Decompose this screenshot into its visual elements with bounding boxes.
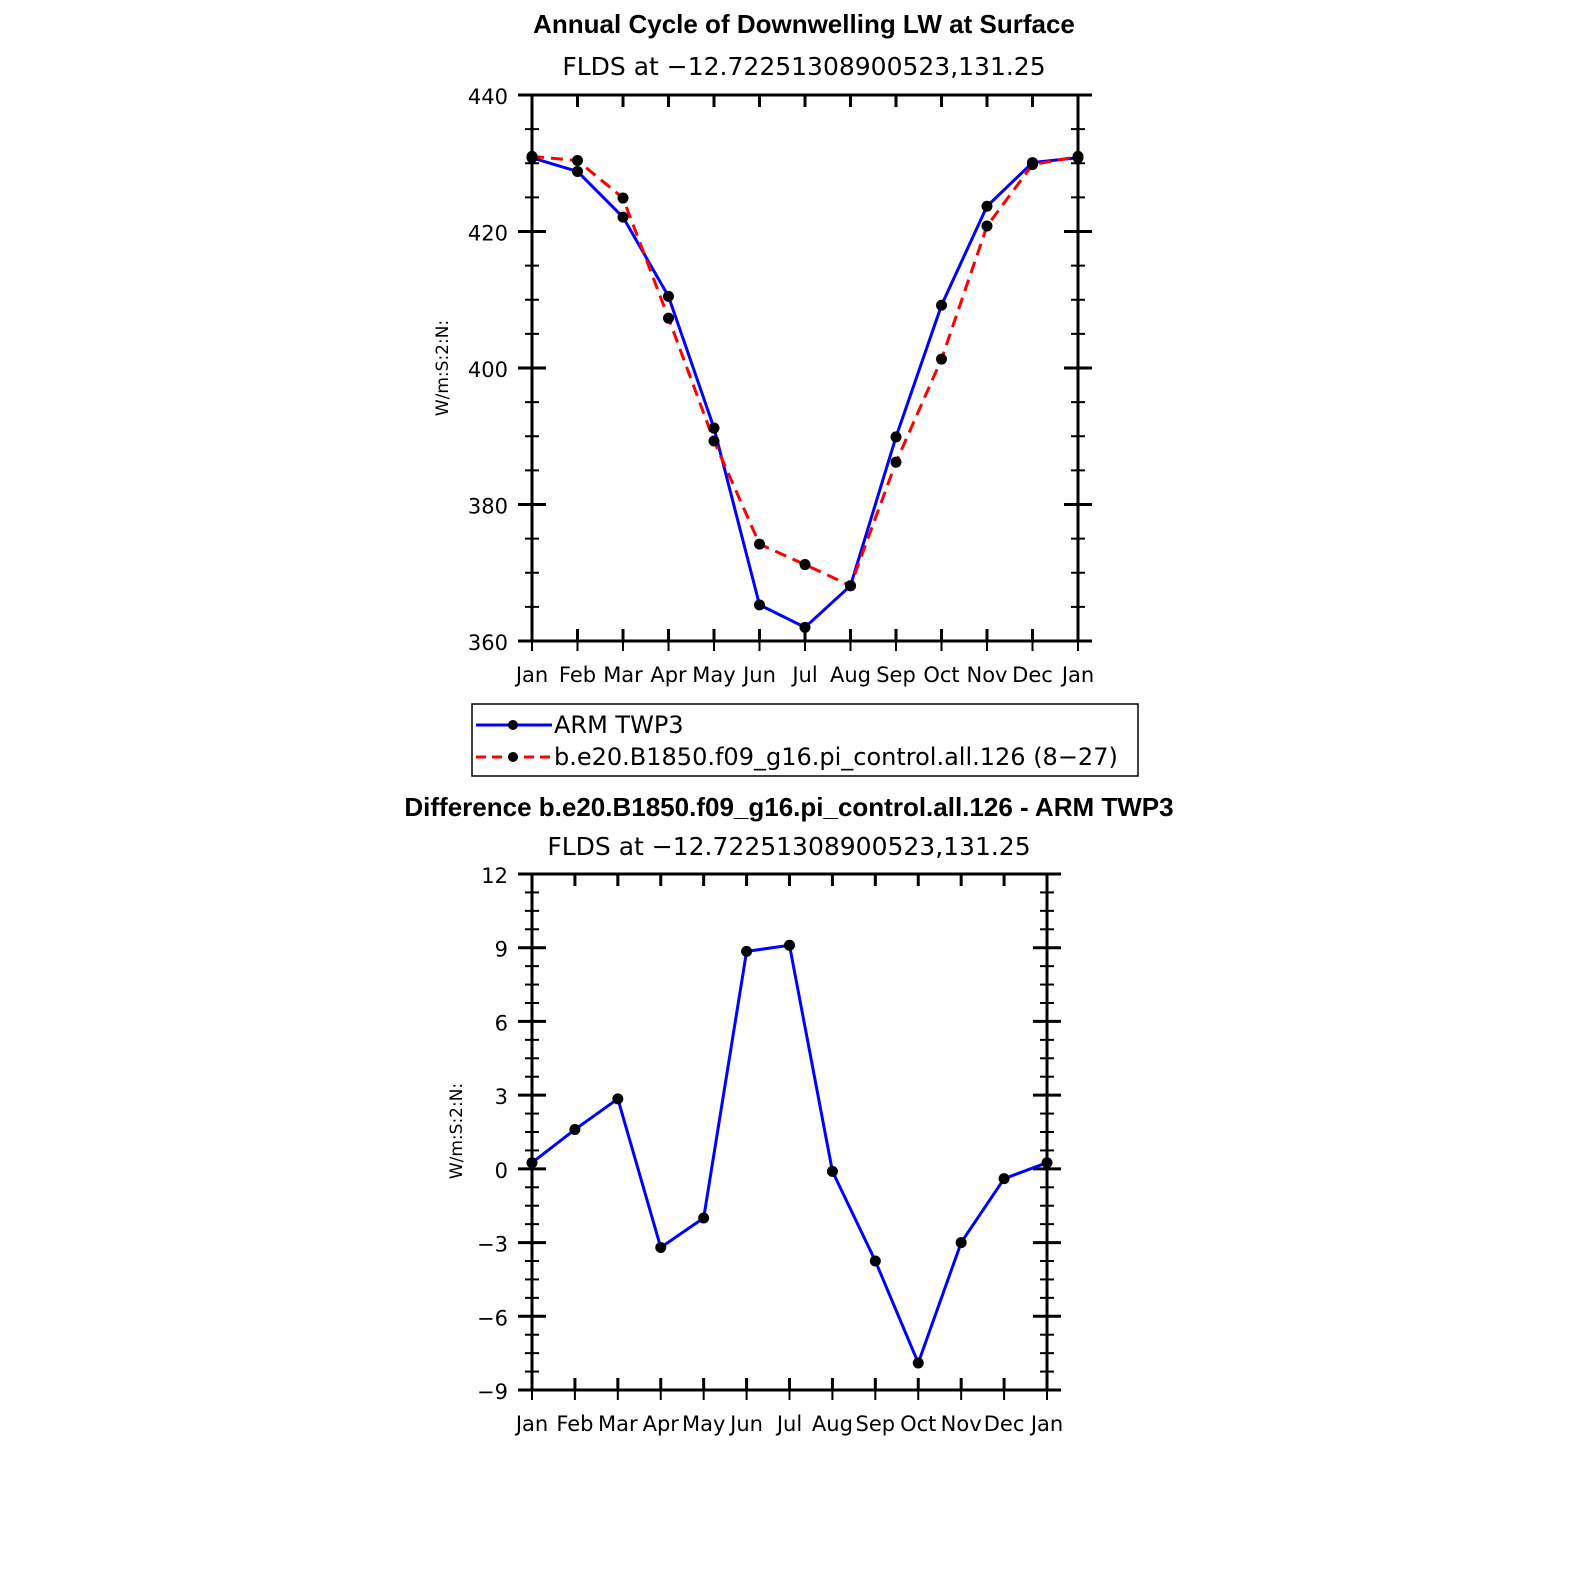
legend-marker-model xyxy=(508,752,518,762)
x-tick-label: Aug xyxy=(812,1412,853,1436)
top-x-tick-labels: Jan Feb Mar Apr May Jun Jul Aug Sep Oct Nov Dec Jan xyxy=(514,663,1094,687)
data-point-0-0 xyxy=(890,431,902,443)
top-chart-subtitle: FLDS at −12.72251308900523,131.25 xyxy=(562,52,1045,81)
data-point-0-1 xyxy=(890,456,902,468)
top-y-axis-label: W/m:S:2:N: xyxy=(433,320,453,416)
bottom-y-axis-label: W/m:S:2:N: xyxy=(447,1083,467,1179)
series-line-1-0 xyxy=(531,943,1048,1368)
data-point-0-0 xyxy=(981,200,993,212)
data-point-0-1 xyxy=(572,155,583,167)
x-tick-label: Mar xyxy=(603,663,643,687)
x-tick-label: Dec xyxy=(984,1412,1025,1436)
data-point-0-1 xyxy=(617,192,629,204)
bottom-panel: Difference b.e20.B1850.f09_g16.pi_contro… xyxy=(404,792,1173,1436)
y-tick-label: −3 xyxy=(477,1233,508,1257)
y-tick-label: 440 xyxy=(468,85,508,109)
x-tick-label: Jul xyxy=(775,1412,802,1436)
data-point-1-0 xyxy=(998,1173,1010,1185)
x-tick-label: Jul xyxy=(790,663,817,687)
data-point-0-1 xyxy=(754,538,765,550)
data-point-1-0 xyxy=(569,1124,581,1136)
x-tick-label: Jan xyxy=(514,663,548,687)
data-point-0-1 xyxy=(981,220,993,232)
x-tick-label: Oct xyxy=(900,1412,936,1436)
data-point-1-0 xyxy=(741,945,753,957)
legend-label-model: b.e20.B1850.f09_g16.pi_control.all.126 (… xyxy=(554,743,1118,771)
data-point-0-0 xyxy=(617,211,629,223)
data-point-0-0 xyxy=(572,165,583,177)
data-point-0-1 xyxy=(799,559,811,571)
y-tick-label: 400 xyxy=(468,358,508,382)
bottom-y-tick-labels: −9 −6 −3 0 3 6 9 12 xyxy=(477,864,508,1404)
y-tick-label: 0 xyxy=(495,1159,508,1183)
top-chart-title: Annual Cycle of Downwelling LW at Surfac… xyxy=(533,9,1075,39)
x-tick-label: Nov xyxy=(941,1412,982,1436)
top-panel: Annual Cycle of Downwelling LW at Surfac… xyxy=(433,9,1139,777)
data-point-1-0 xyxy=(784,939,795,951)
bottom-plot-frame xyxy=(530,872,1049,1392)
top-y-tick-labels: 360 380 400 420 440 xyxy=(468,85,508,655)
data-point-0-1 xyxy=(708,435,720,447)
x-tick-label: May xyxy=(692,663,735,687)
y-tick-label: 3 xyxy=(495,1085,508,1109)
series-line-0-1 xyxy=(531,154,1079,588)
y-tick-label: 6 xyxy=(495,1011,508,1035)
x-tick-label: Apr xyxy=(650,663,687,687)
legend-box xyxy=(471,703,1139,777)
data-point-0-0 xyxy=(663,290,674,302)
x-tick-label: Feb xyxy=(556,1412,593,1436)
data-point-1-0 xyxy=(655,1241,667,1253)
x-tick-label: Dec xyxy=(1012,663,1053,687)
top-series-group xyxy=(526,150,1084,633)
x-tick-label: May xyxy=(682,1412,725,1436)
data-point-0-0 xyxy=(754,599,765,611)
data-point-0-0 xyxy=(936,299,947,311)
y-tick-label: −9 xyxy=(477,1380,508,1404)
x-tick-label: Aug xyxy=(830,663,871,687)
x-tick-label: Jan xyxy=(1029,1412,1063,1436)
data-point-0-0 xyxy=(708,422,720,434)
data-point-1-0 xyxy=(612,1093,624,1105)
data-point-1-0 xyxy=(698,1212,710,1224)
bottom-series-group xyxy=(526,939,1053,1369)
y-tick-label: −6 xyxy=(477,1306,508,1330)
bottom-x-tick-labels: Jan Feb Mar Apr May Jun Jul Aug Sep Oct Nov Dec Jan xyxy=(514,1412,1063,1436)
data-point-0-1 xyxy=(663,312,674,324)
y-tick-label: 380 xyxy=(468,495,508,519)
y-tick-label: 9 xyxy=(495,938,508,962)
x-tick-label: Mar xyxy=(598,1412,638,1436)
x-tick-label: Apr xyxy=(643,1412,680,1436)
data-point-1-0 xyxy=(955,1237,967,1249)
bottom-chart-title: Difference b.e20.B1850.f09_g16.pi_contro… xyxy=(404,792,1173,822)
top-plot-frame xyxy=(530,93,1080,643)
data-point-1-0 xyxy=(826,1165,838,1177)
x-tick-label: Jan xyxy=(1060,663,1094,687)
x-tick-label: Sep xyxy=(856,1412,896,1436)
bottom-chart-subtitle: FLDS at −12.72251308900523,131.25 xyxy=(547,832,1030,861)
legend-marker-arm xyxy=(508,720,518,730)
x-tick-label: Nov xyxy=(967,663,1008,687)
legend-label-arm: ARM TWP3 xyxy=(554,711,684,739)
legend: ARM TWP3 b.e20.B1850.f09_g16.pi_control.… xyxy=(471,703,1139,777)
x-tick-label: Sep xyxy=(876,663,916,687)
data-point-0-1 xyxy=(936,353,947,365)
data-point-0-1 xyxy=(1027,159,1038,171)
data-point-1-0 xyxy=(869,1255,881,1267)
x-tick-label: Jan xyxy=(514,1412,548,1436)
y-tick-label: 360 xyxy=(468,631,508,655)
data-point-0-1 xyxy=(845,580,856,592)
x-tick-label: Oct xyxy=(923,663,959,687)
data-point-0-0 xyxy=(799,621,811,633)
x-tick-label: Feb xyxy=(559,663,596,687)
y-tick-label: 420 xyxy=(468,222,508,246)
series-line-0-0 xyxy=(531,156,1079,630)
y-tick-label: 12 xyxy=(481,864,508,888)
x-tick-label: Jun xyxy=(741,663,776,687)
data-point-1-0 xyxy=(912,1357,924,1369)
x-tick-label: Jun xyxy=(728,1412,763,1436)
